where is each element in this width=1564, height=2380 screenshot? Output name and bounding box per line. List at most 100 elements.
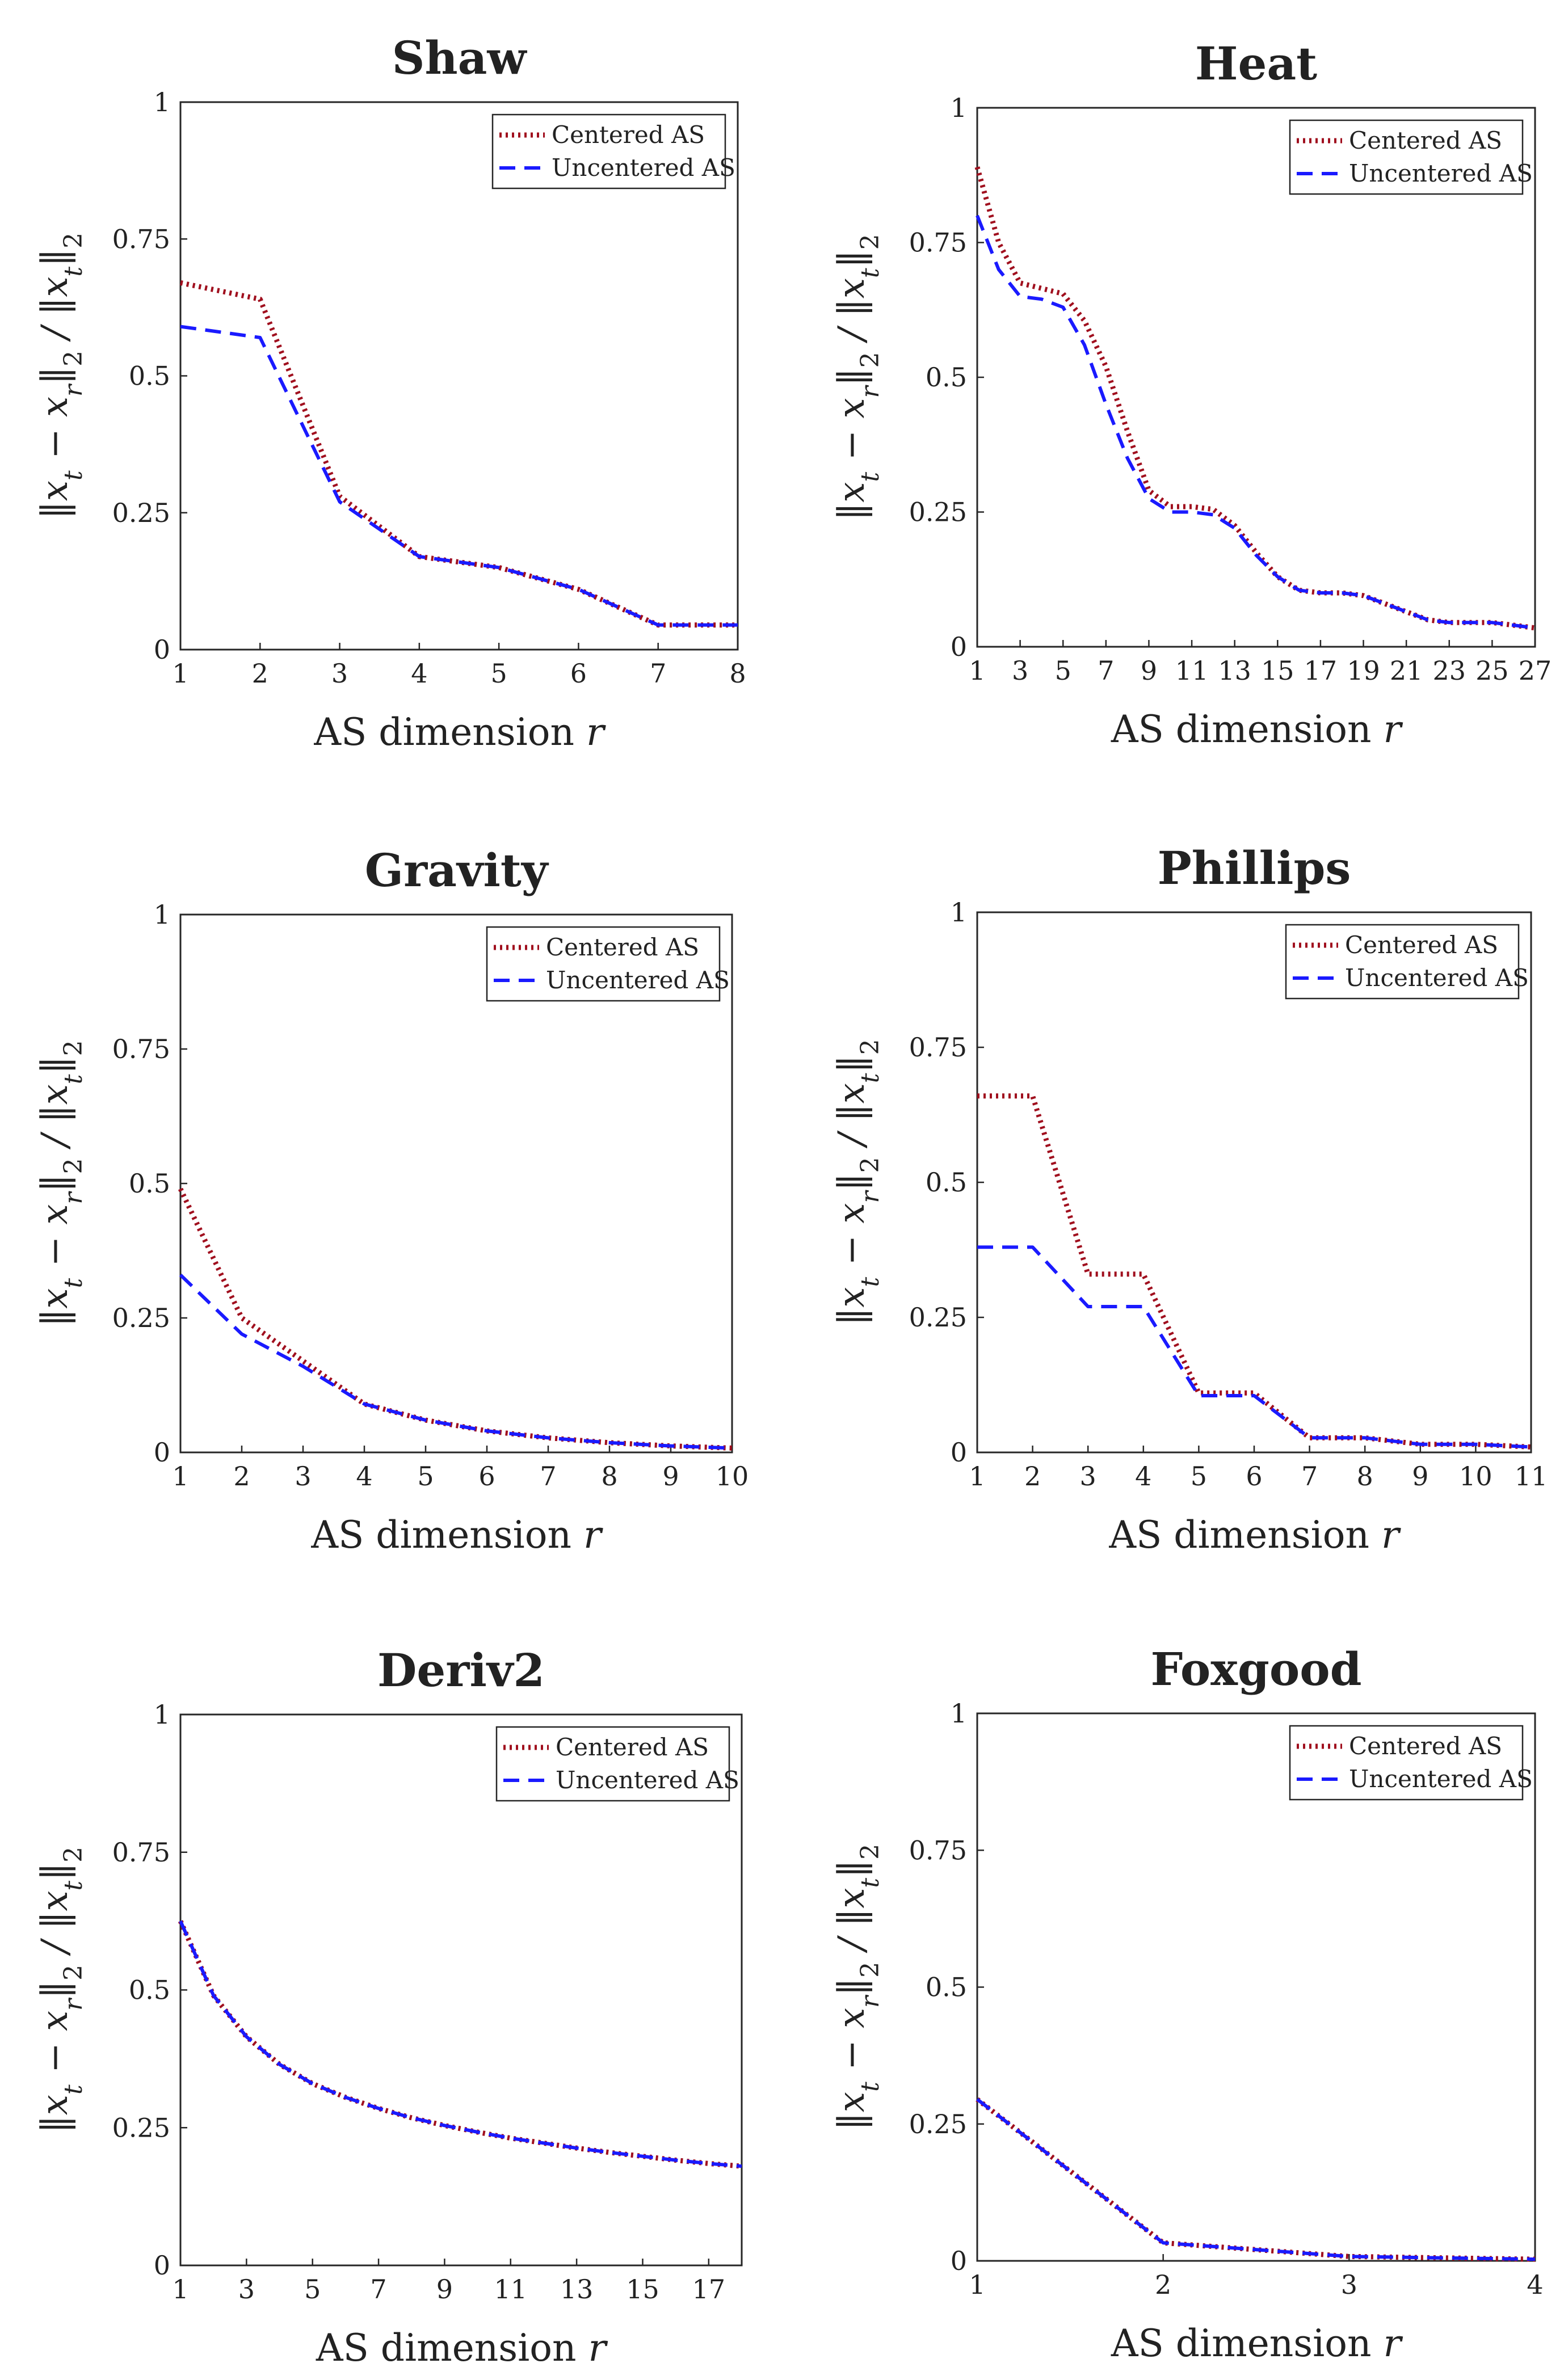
legend-box bbox=[486, 926, 721, 1002]
legend: Centered AS Uncentered AS bbox=[1285, 924, 1529, 1000]
x-tick-label: 1 bbox=[172, 2274, 188, 2305]
x-tick-label: 13 bbox=[560, 2274, 594, 2305]
y-tick-label: 1 bbox=[951, 92, 967, 123]
x-tick-label: 17 bbox=[692, 2274, 726, 2305]
x-tick-label: 2 bbox=[252, 658, 268, 689]
x-tick-label: 11 bbox=[1515, 1461, 1548, 1492]
x-tick-label: 4 bbox=[1135, 1461, 1151, 1492]
y-tick-label: 0.75 bbox=[112, 1034, 170, 1064]
y-axis-label: ‖xt − xr‖2 / ‖xt‖2 bbox=[34, 1847, 88, 2133]
legend-box bbox=[1289, 119, 1524, 195]
y-axis-label: ‖xt − xr‖2 / ‖xt‖2 bbox=[831, 234, 885, 520]
legend-label: Centered AS bbox=[1349, 127, 1502, 154]
legend: Centered AS Uncentered AS bbox=[491, 113, 735, 189]
y-tick-label: 0.75 bbox=[909, 1032, 967, 1063]
x-tick-label: 19 bbox=[1347, 655, 1380, 686]
x-tick-label: 27 bbox=[1519, 655, 1552, 686]
x-tick-label: 11 bbox=[494, 2274, 527, 2305]
y-tick-label: 0.75 bbox=[909, 1835, 967, 1865]
chart-title: Deriv2 bbox=[377, 1644, 545, 1697]
y-tick-label: 0.5 bbox=[926, 362, 967, 393]
x-tick-label: 7 bbox=[1301, 1461, 1318, 1492]
series-line-uncentered bbox=[976, 2097, 1536, 2261]
x-tick-label: 5 bbox=[417, 1461, 434, 1492]
x-tick-label: 3 bbox=[295, 1461, 311, 1492]
y-tick-label: 0.25 bbox=[909, 2109, 967, 2139]
y-tick-label: 0 bbox=[154, 1437, 170, 1468]
x-axis-label: AS dimension r bbox=[1108, 1513, 1401, 1557]
x-tick-label: 6 bbox=[478, 1461, 495, 1492]
x-tick-label: 2 bbox=[233, 1461, 250, 1492]
y-tick-label: 1 bbox=[154, 1699, 170, 1730]
y-tick-label: 0.75 bbox=[909, 228, 967, 258]
x-tick-label: 11 bbox=[1175, 655, 1209, 686]
chart-title: Phillips bbox=[1158, 841, 1351, 895]
legend: Centered AS Uncentered AS bbox=[486, 926, 730, 1002]
x-tick-label: 15 bbox=[626, 2274, 659, 2305]
chart-title: Foxgood bbox=[1150, 1642, 1361, 1696]
y-tick-label: 0.75 bbox=[112, 1837, 170, 1868]
x-tick-label: 6 bbox=[570, 658, 587, 689]
axes-frame bbox=[976, 911, 1532, 1454]
x-tick-label: 8 bbox=[729, 658, 746, 689]
y-tick-label: 0 bbox=[951, 1437, 967, 1468]
series-line-uncentered bbox=[180, 325, 738, 627]
x-tick-label: 23 bbox=[1432, 655, 1466, 686]
x-tick-label: 3 bbox=[331, 658, 348, 689]
x-tick-label: 7 bbox=[540, 1461, 556, 1492]
series-line-uncentered bbox=[977, 1245, 1532, 1449]
y-tick-label: 0.5 bbox=[129, 1168, 170, 1199]
x-tick-label: 10 bbox=[716, 1461, 749, 1492]
legend-label: Centered AS bbox=[556, 1733, 709, 1761]
y-tick-label: 0.25 bbox=[112, 2112, 170, 2143]
legend-label: Centered AS bbox=[1349, 1732, 1502, 1760]
panel-phillips: 1 2 3 4 5 6 7 8 9 10 11 0 0.25 0.5 0.75 1 Phillips AS dim… bbox=[831, 841, 1548, 1557]
series-line-uncentered bbox=[179, 1274, 733, 1450]
legend-label: Uncentered AS bbox=[552, 154, 735, 182]
x-tick-label: 6 bbox=[1246, 1461, 1262, 1492]
series-line-centered bbox=[178, 1187, 733, 1451]
x-tick-label: 9 bbox=[662, 1461, 679, 1492]
axes-frame bbox=[976, 1712, 1536, 2262]
legend-label: Centered AS bbox=[546, 933, 699, 961]
x-tick-label: 8 bbox=[1357, 1461, 1373, 1492]
x-axis-label: AS dimension r bbox=[316, 2326, 608, 2370]
y-tick-label: 1 bbox=[154, 87, 170, 117]
y-tick-label: 0.5 bbox=[129, 361, 170, 391]
x-axis-label: AS dimension r bbox=[310, 1513, 603, 1557]
legend-label: Uncentered AS bbox=[1345, 964, 1529, 992]
series-line-uncentered bbox=[976, 214, 1536, 630]
legend-box bbox=[491, 113, 726, 189]
panel-shaw: 1 2 3 4 5 6 7 8 0 0.25 0.5 0.75 1 Shaw AS dimension r ‖… bbox=[34, 31, 746, 754]
axes-frame bbox=[179, 101, 739, 651]
panel-gravity: 1 2 3 4 5 6 7 8 9 10 0 0.25 0.5 0.75 1 Gravity AS dimens… bbox=[34, 844, 749, 1557]
y-tick-label: 0.75 bbox=[112, 224, 170, 254]
chart-title: Heat bbox=[1195, 37, 1317, 90]
legend-label: Uncentered AS bbox=[556, 1766, 739, 1794]
legend-box bbox=[495, 1726, 730, 1802]
y-tick-label: 0.5 bbox=[926, 1167, 967, 1198]
x-tick-label: 5 bbox=[1191, 1461, 1207, 1492]
x-axis-label: AS dimension r bbox=[1111, 707, 1403, 751]
y-tick-label: 0.5 bbox=[129, 1975, 170, 2006]
x-tick-label: 1 bbox=[172, 658, 188, 689]
x-tick-label: 2 bbox=[1155, 2269, 1171, 2300]
x-tick-label: 1 bbox=[969, 2269, 985, 2300]
x-tick-label: 5 bbox=[1055, 655, 1071, 686]
x-tick-label: 4 bbox=[411, 658, 427, 689]
series-line-centered bbox=[178, 1920, 742, 2169]
chart-title: Shaw bbox=[392, 31, 528, 85]
y-axis-label: ‖xt − xr‖2 / ‖xt‖2 bbox=[831, 1844, 885, 2130]
x-tick-label: 4 bbox=[356, 1461, 372, 1492]
panel-heat: 1 3 5 7 9 11 13 15 17 19 21 23 25 2700.250.50.751Heat… bbox=[831, 37, 1552, 751]
legend: Centered AS Uncentered AS bbox=[1289, 119, 1533, 195]
y-tick-label: 0.25 bbox=[909, 1302, 967, 1333]
y-tick-label: 1 bbox=[154, 899, 170, 930]
y-tick-label: 0.5 bbox=[926, 1972, 967, 2003]
x-tick-label: 9 bbox=[436, 2274, 453, 2305]
legend-label: Uncentered AS bbox=[1349, 1765, 1533, 1793]
x-axis-label: AS dimension r bbox=[1111, 2322, 1403, 2365]
legend-box bbox=[1289, 1725, 1524, 1801]
y-tick-label: 0 bbox=[951, 631, 967, 662]
